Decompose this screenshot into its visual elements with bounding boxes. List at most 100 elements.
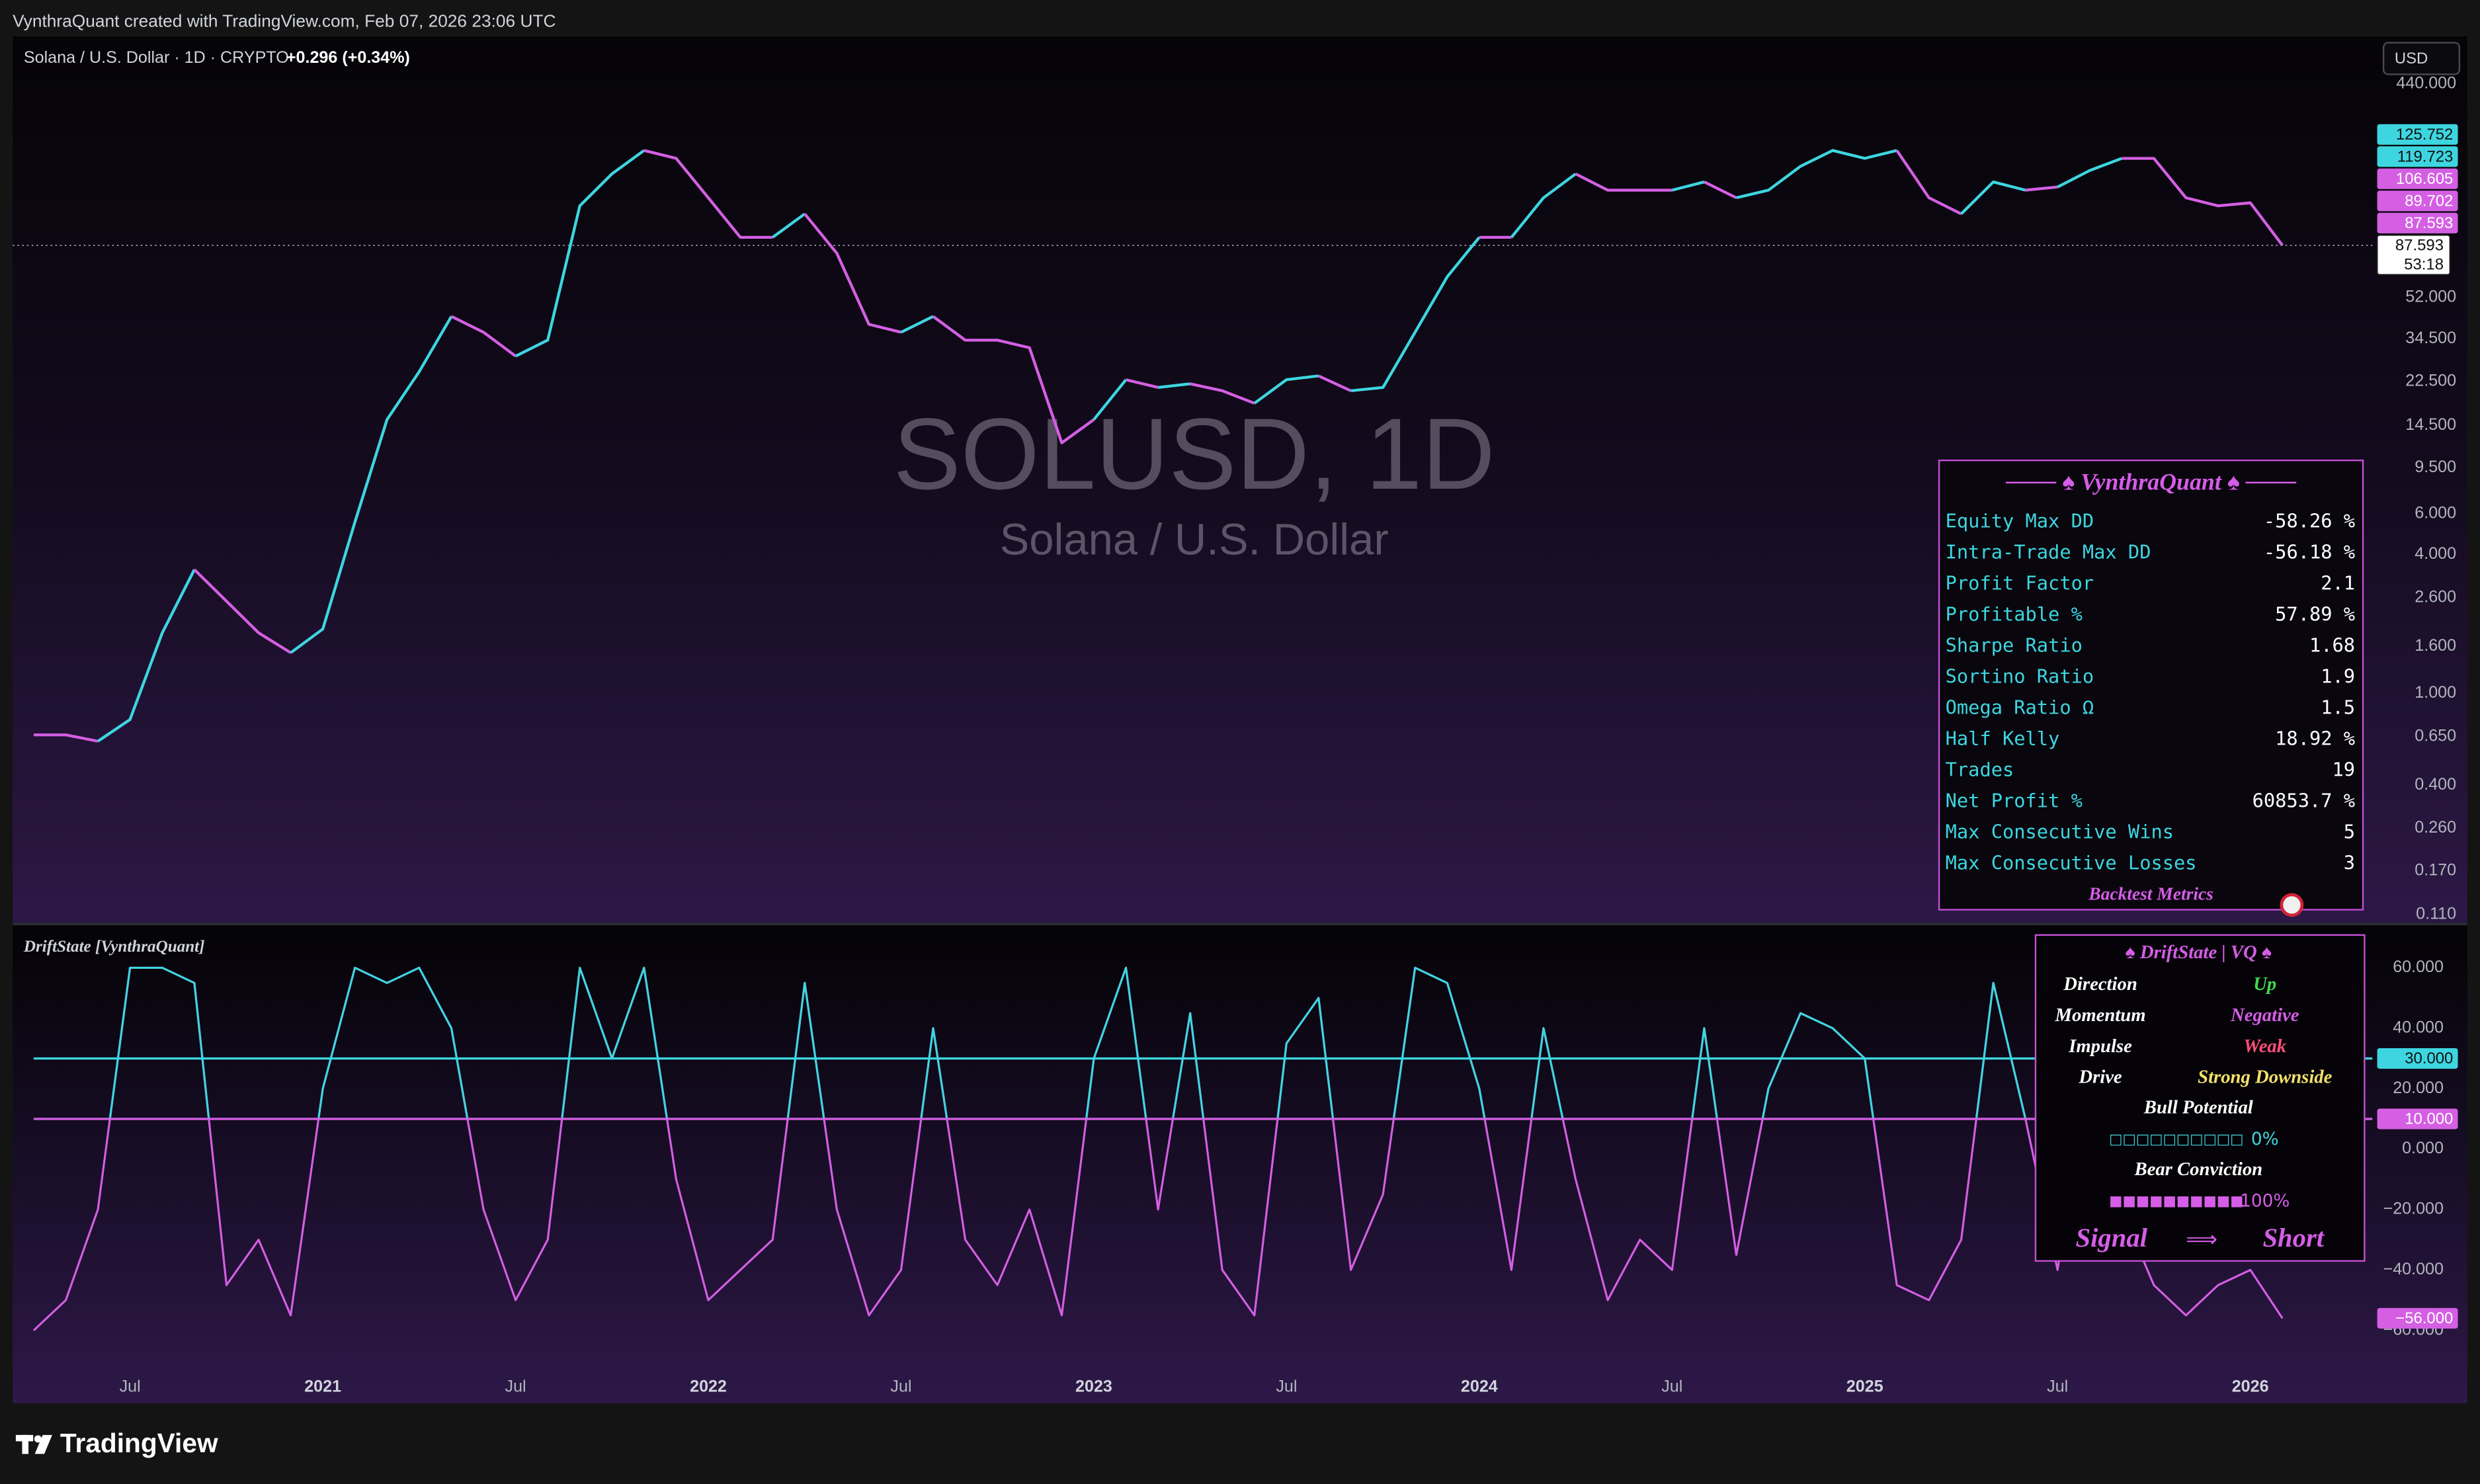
- price-line: [1317, 374, 1352, 392]
- metric-label: Net Profit %: [1946, 790, 2083, 812]
- y-tick-label: 0.260: [2415, 818, 2456, 837]
- drift-value: Up: [2253, 973, 2276, 995]
- price-line: [900, 315, 934, 334]
- x-tick-label: 2021: [304, 1378, 341, 1396]
- currency-button[interactable]: [2382, 42, 2461, 75]
- metric-value: 1.9: [2321, 665, 2355, 688]
- last-value-tag: [2377, 1307, 2458, 1329]
- metric-value: 1.68: [2309, 634, 2355, 657]
- price-tag-label: 89.702: [2405, 192, 2453, 210]
- metric-value: -58.26 %: [2264, 509, 2355, 532]
- x-tick-label: 2023: [1075, 1378, 1112, 1396]
- last-price-tag: [2376, 234, 2451, 276]
- metric-value: 1.5: [2321, 696, 2355, 719]
- currency-label[interactable]: USD: [2395, 50, 2428, 67]
- metric-value: 2.1: [2321, 571, 2355, 594]
- metric-label: Trades: [1946, 759, 2014, 781]
- signal-label: Signal: [2076, 1223, 2148, 1253]
- y-tick-label: 0.400: [2415, 775, 2456, 794]
- level-tag: [2377, 1108, 2458, 1130]
- metric-value: 60853.7 %: [2253, 790, 2355, 812]
- y-tick-label: 4.000: [2415, 544, 2456, 563]
- drift-label: Drive: [2078, 1067, 2122, 1088]
- price-tag: [2377, 190, 2458, 212]
- price-tag-label: 106.605: [2396, 170, 2453, 188]
- metric-label: Omega Ratio Ω: [1946, 696, 2094, 719]
- metrics-box: [1938, 459, 2364, 911]
- metric-label: Max Consecutive Wins: [1946, 821, 2174, 843]
- price-line: [2025, 185, 2058, 192]
- drift-panel: ♠ DriftState | VQ ♠ Direction Up Momentum N…: [2034, 934, 2366, 1262]
- metric-value: 57.89 %: [2275, 602, 2355, 625]
- flag-icon[interactable]: [2280, 893, 2304, 917]
- brand-logo: [15, 1434, 52, 1454]
- y-tick-label: 20.000: [2393, 1079, 2444, 1097]
- price-line: [772, 212, 806, 239]
- y-tick-label: 0.000: [2402, 1139, 2444, 1157]
- y-tick-label: 34.500: [2405, 329, 2456, 347]
- price-plot: [13, 149, 2373, 743]
- price-line: [515, 149, 645, 358]
- x-tick-label: Jul: [505, 1378, 526, 1396]
- price-line: [1703, 181, 1737, 199]
- price-tag-label: 125.752: [2396, 126, 2453, 144]
- metric-value: 18.92 %: [2275, 727, 2355, 750]
- y-tick-label: 0.110: [2416, 904, 2456, 923]
- x-tick-label: Jul: [2047, 1378, 2068, 1396]
- metric-label: Max Consecutive Losses: [1946, 852, 2197, 874]
- x-tick-label: Jul: [890, 1378, 911, 1396]
- logo-part: [22, 1434, 29, 1454]
- price-line: [1190, 382, 1255, 405]
- drift-gauge-title: Bull Potential: [2143, 1097, 2253, 1118]
- price-line: [1895, 149, 1962, 216]
- y-tick-label: 40.000: [2393, 1018, 2444, 1036]
- price-tag-label: 119.723: [2397, 147, 2454, 165]
- price-line: [1575, 172, 1673, 192]
- drift-title: ♠ DriftState | VQ ♠: [2125, 942, 2272, 963]
- drift-gauge-value: 0%: [2251, 1130, 2279, 1149]
- y-tick-label: 9.500: [2415, 458, 2456, 476]
- y-tick-label: 22.500: [2405, 372, 2456, 390]
- x-tick-label: Jul: [1276, 1378, 1297, 1396]
- watermark: SOLUSD, 1D: [893, 397, 1495, 511]
- price-line: [1735, 149, 1897, 200]
- last-value-label: −56.000: [2395, 1309, 2453, 1327]
- price-line: [1960, 180, 2026, 215]
- y-tick-label: 60.000: [2393, 958, 2444, 976]
- price-tag-label: 87.593: [2405, 214, 2453, 232]
- metrics-title: ─── ♠ VynthraQuant ♠ ───: [2005, 468, 2297, 495]
- metrics-panel: ─── ♠ VynthraQuant ♠ ─── Backtest Metric…: [1938, 459, 2364, 911]
- logo-part: [34, 1434, 52, 1454]
- metric-value: 19: [2333, 759, 2356, 781]
- price-line: [1093, 378, 1128, 421]
- price-line: [932, 315, 1095, 444]
- price-line: [1350, 236, 1481, 393]
- price-tag: [2377, 212, 2458, 233]
- x-tick-label: 2022: [690, 1378, 727, 1396]
- price-line: [450, 315, 517, 358]
- y-tick-label: 1.600: [2415, 636, 2456, 655]
- metric-value: 3: [2344, 852, 2355, 874]
- y-tick-label: −40.000: [2383, 1260, 2444, 1278]
- drift-value: Strong Downside: [2198, 1067, 2332, 1088]
- price-line: [290, 315, 453, 654]
- last-price-label: 87.593: [2395, 237, 2444, 255]
- y-tick-label: 0.170: [2415, 860, 2456, 879]
- metrics-footer: Backtest Metrics: [2088, 883, 2213, 903]
- y-tick-label: 1.000: [2415, 683, 2456, 702]
- x-tick-label: Jul: [1661, 1378, 1682, 1396]
- level-tag: [2377, 1048, 2458, 1069]
- metric-label: Half Kelly: [1946, 727, 2060, 750]
- metric-label: Profit Factor: [1946, 571, 2094, 594]
- level-tag-label: 10.000: [2405, 1110, 2453, 1128]
- drift-gauge-bar: ■■■■■■■■■■: [2109, 1193, 2243, 1210]
- oscillator-upper-group: [108, 966, 2104, 1119]
- brand-name: TradingView: [60, 1428, 218, 1458]
- drift-label: Impulse: [2068, 1036, 2132, 1057]
- signal-arrow: ⟹: [2186, 1226, 2217, 1252]
- price-line: [97, 569, 196, 743]
- y-tick-label: 6.000: [2415, 504, 2456, 522]
- y-tick-label: 440.000: [2396, 73, 2456, 92]
- price-line: [1126, 378, 1159, 389]
- price-line: [1157, 382, 1190, 390]
